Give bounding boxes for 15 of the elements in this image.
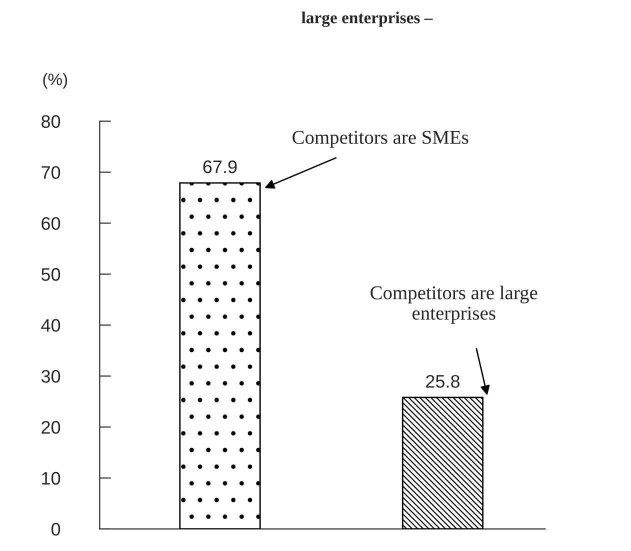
y-tick-label: 20 <box>42 420 60 434</box>
y-tick-label: 40 <box>41 319 60 332</box>
data-label: 67.9 <box>203 160 237 174</box>
y-tick-label: 50 <box>41 268 60 281</box>
chart-title: large enterprises – <box>302 12 433 27</box>
annotation: Competitors are large enterprises <box>370 286 538 324</box>
y-tick-label: 0 <box>51 522 60 536</box>
y-tick-label: 60 <box>42 217 60 230</box>
y-tick-label: 10 <box>42 472 60 485</box>
annotation: Competitors are SMEs <box>292 130 468 148</box>
y-tick-label: 80 <box>42 115 60 128</box>
y-tick-label: 70 <box>42 166 60 179</box>
y-tick-label: 30 <box>41 370 60 383</box>
y-axis-title: (%) <box>43 73 68 89</box>
data-label: 25.8 <box>426 374 460 388</box>
